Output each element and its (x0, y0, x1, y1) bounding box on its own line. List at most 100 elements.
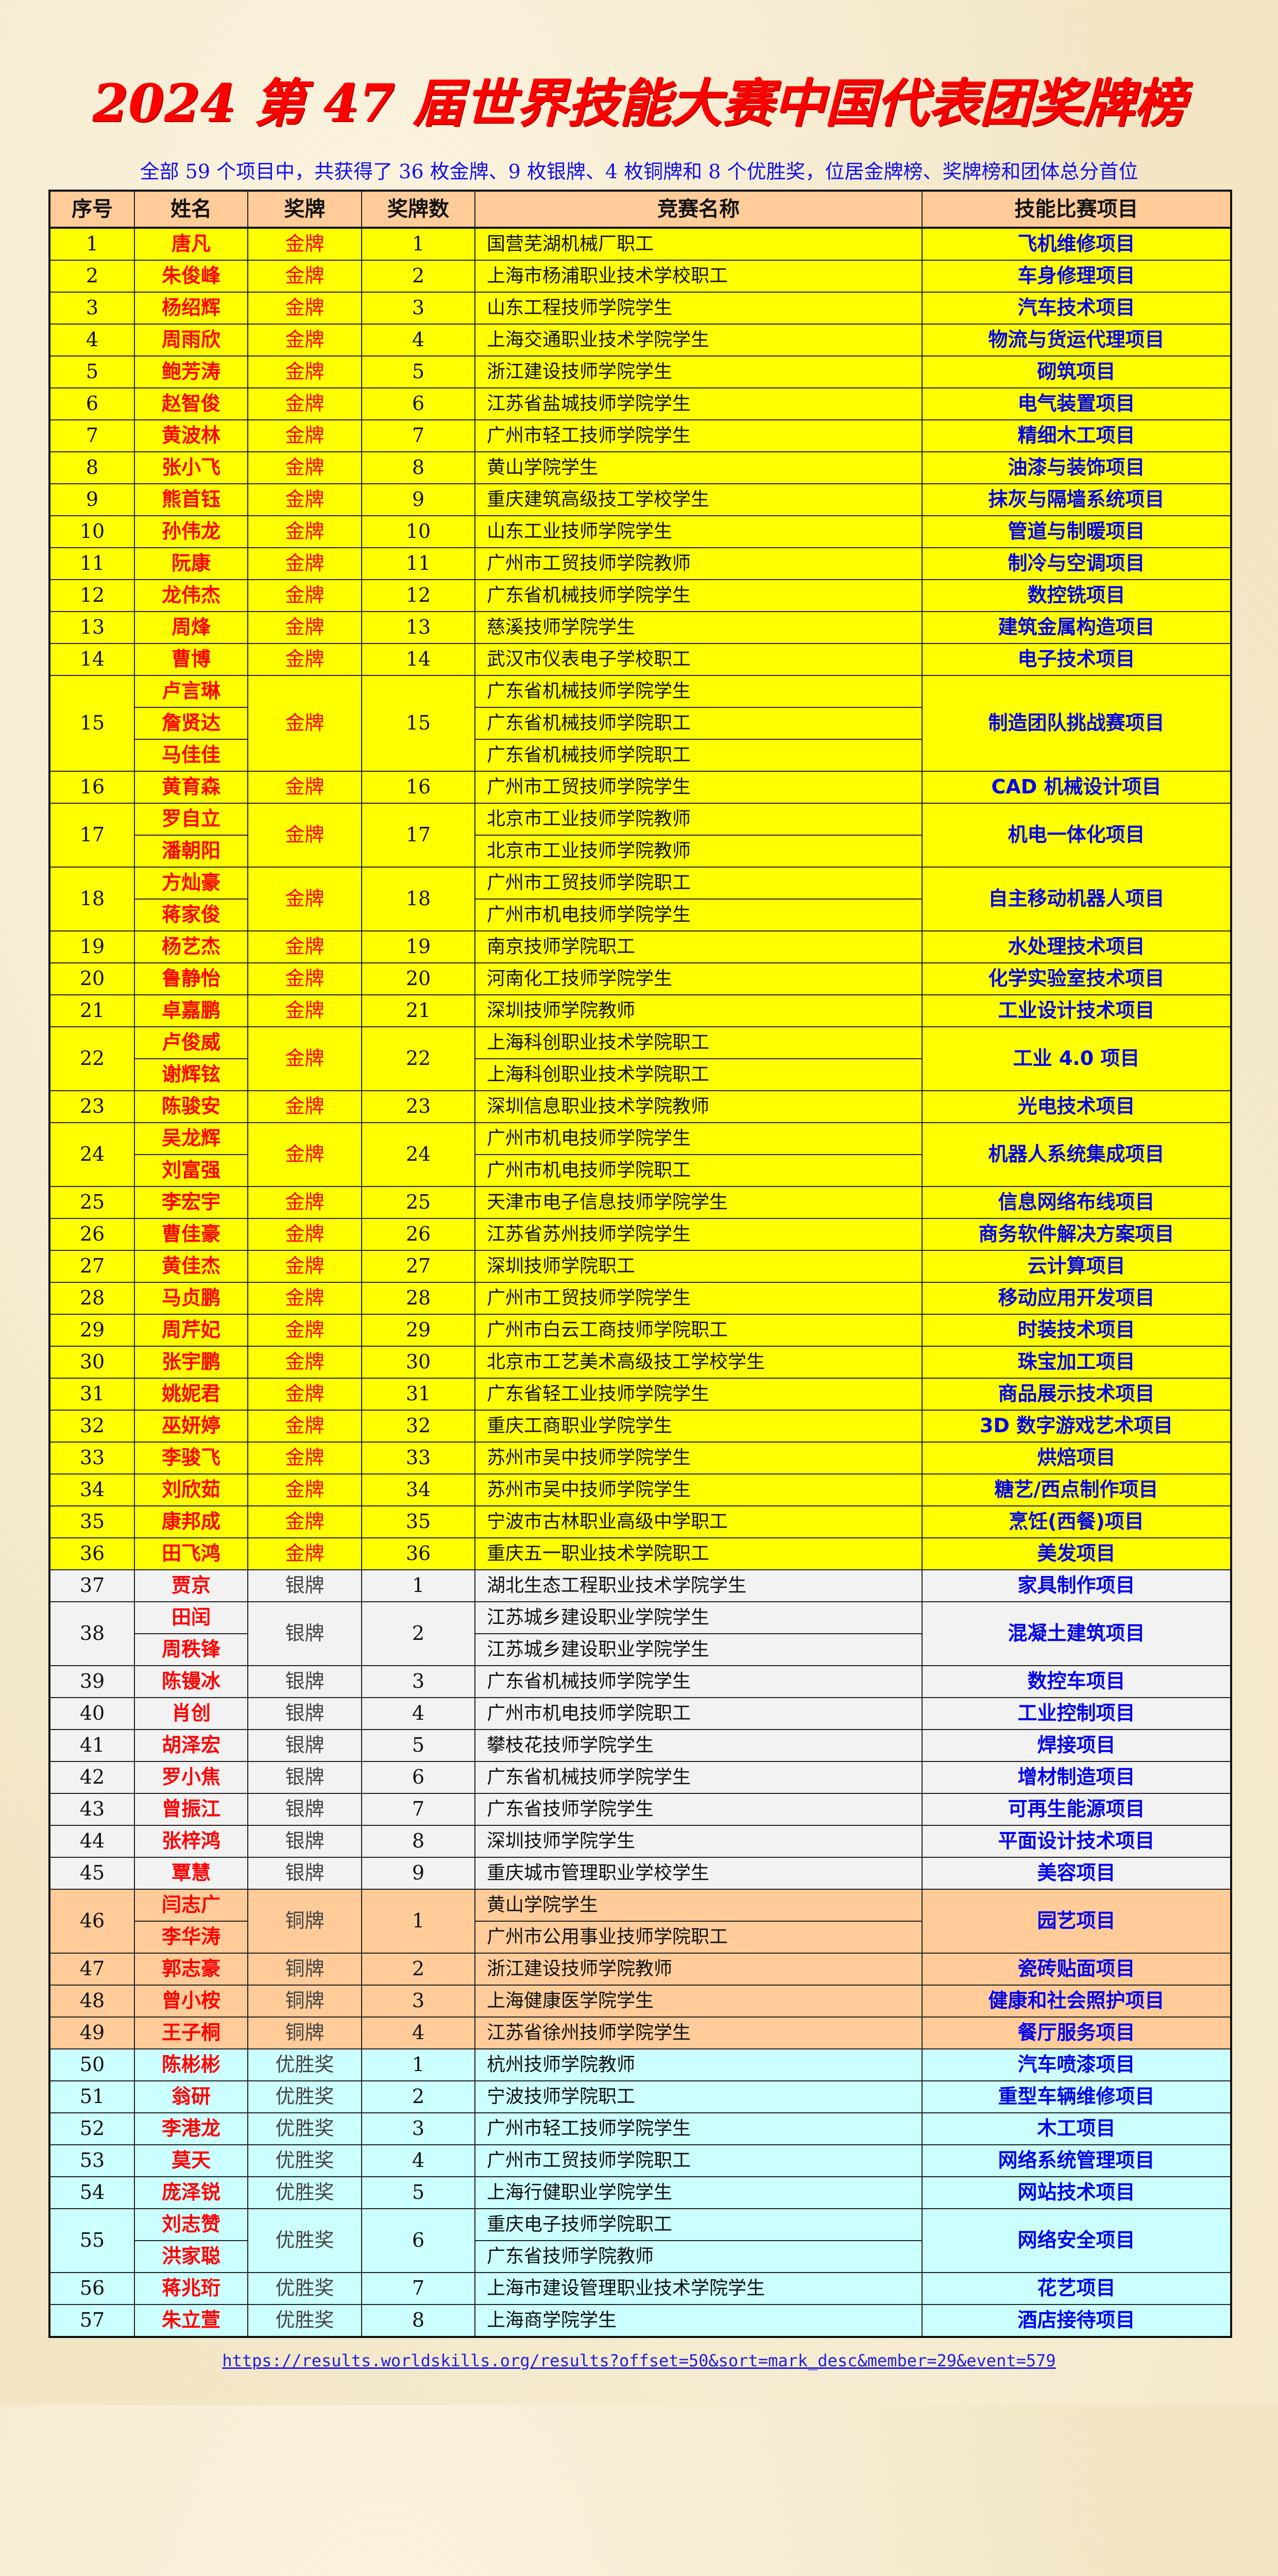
table-row: 4 周雨欣 金牌 4 上海交通职业技术学院学生 物流与货运代理项目 (49, 324, 1232, 357)
medal-count-cell: 7 (361, 1793, 475, 1826)
skill-project-cell: 商品展示技术项目 (922, 1378, 1232, 1411)
school-cell: 江苏省苏州技师学院学生 (474, 1218, 923, 1251)
skill-project-cell: 油漆与装饰项目 (922, 451, 1232, 484)
source-link[interactable]: https://results.worldskills.org/results?… (222, 2351, 1056, 2370)
table-row: 12 龙伟杰 金牌 12 广东省机械技师学院学生 数控铣项目 (49, 579, 1232, 612)
seq-cell: 7 (49, 419, 135, 452)
table-row-continuation: 潘朝阳 北京市工业技师学院教师 (49, 835, 1231, 868)
table-row: 46 闫志广 铜牌 1 黄山学院学生 园艺项目 (49, 1889, 1232, 1954)
column-header-medal: 奖牌 (247, 190, 362, 229)
seq-cell: 20 (49, 962, 135, 995)
skill-project-cell: 电气装置项目 (922, 387, 1232, 420)
school-cell: 广州市公用事业技师学院职工 (474, 1921, 923, 1954)
medal-cell: 金牌 (247, 547, 362, 580)
medal-cell: 金牌 (247, 227, 362, 261)
table-row: 23 陈骏安 金牌 23 深圳信息职业技术学院教师 光电技术项目 (49, 1090, 1232, 1123)
seq-cell: 24 (49, 1122, 135, 1187)
table-row: 15 卢言琳 金牌 15 广东省机械技师学院学生 制造团队挑战赛项目 (49, 675, 1232, 772)
name-cell: 熊首钰 (134, 483, 248, 516)
name-cell: 陈彬彬 (134, 2048, 248, 2081)
table-row: 3 杨绍辉 金牌 3 山东工程技师学院学生 汽车技术项目 (49, 292, 1232, 325)
school-cell: 黄山学院学生 (474, 451, 923, 484)
table-row-continuation: 马佳佳 广东省机械技师学院职工 (49, 739, 1231, 772)
name-cell: 罗小焦 (134, 1761, 248, 1794)
name-cell: 卢言琳 (134, 675, 248, 708)
school-cell: 苏州市吴中技师学院学生 (474, 1473, 923, 1506)
school-cell: 深圳技师学院职工 (474, 1250, 923, 1283)
school-cell: 深圳信息职业技术学院教师 (474, 1090, 923, 1123)
name-cell: 张宇鹏 (134, 1346, 248, 1379)
table-row-continuation: 李华涛 广州市公用事业技师学院职工 (49, 1921, 1231, 1954)
medal-cell: 金牌 (247, 771, 362, 804)
table-row: 2 朱俊峰 金牌 2 上海市杨浦职业技术学校职工 车身修理项目 (49, 260, 1232, 293)
medal-cell: 银牌 (247, 1697, 362, 1730)
seq-cell: 32 (49, 1410, 135, 1443)
medal-cell: 金牌 (247, 867, 362, 931)
school-cell: 广州市机电技师学院职工 (474, 1154, 923, 1187)
school-cell: 湖北生态工程职业技术学院学生 (474, 1569, 923, 1602)
medal-count-cell: 3 (361, 1665, 475, 1698)
name-cell: 莫天 (134, 2144, 248, 2177)
medal-cell: 铜牌 (247, 1889, 362, 1954)
name-cell: 胡泽宏 (134, 1729, 248, 1762)
medal-count-cell: 32 (361, 1410, 475, 1443)
medal-cell: 金牌 (247, 260, 362, 293)
seq-cell: 11 (49, 547, 135, 580)
medal-cell: 金牌 (247, 387, 362, 420)
medal-count-cell: 1 (361, 227, 475, 261)
school-cell: 广东省轻工业技师学院学生 (474, 1378, 923, 1411)
medal-cell: 金牌 (247, 1442, 362, 1475)
school-cell: 山东工程技师学院学生 (474, 292, 923, 325)
skill-project-cell: 园艺项目 (922, 1889, 1232, 1954)
school-cell: 上海科创职业技术学院职工 (474, 1026, 923, 1059)
medal-count-cell: 3 (361, 1985, 475, 2018)
table-row-continuation: 谢辉铉 上海科创职业技术学院职工 (49, 1058, 1231, 1091)
name-cell: 王子桐 (134, 2016, 248, 2049)
skill-project-cell: 建筑金属构造项目 (922, 611, 1232, 644)
medal-count-cell: 6 (361, 1761, 475, 1794)
medal-cell: 金牌 (247, 355, 362, 388)
medal-cell: 金牌 (247, 1314, 362, 1347)
school-cell: 重庆电子技师学院职工 (474, 2208, 923, 2241)
school-cell: 宁波市古林职业高级中学职工 (474, 1505, 923, 1538)
medal-cell: 金牌 (247, 515, 362, 548)
name-cell: 李宏宇 (134, 1186, 248, 1219)
medal-count-cell: 1 (361, 1569, 475, 1602)
table-row-continuation: 蒋家俊 广州市机电技师学院学生 (49, 899, 1231, 931)
name-cell: 蒋家俊 (134, 899, 248, 931)
medal-cell: 金牌 (247, 994, 362, 1027)
name-cell: 陈镘冰 (134, 1665, 248, 1698)
table-row: 34 刘欣茹 金牌 34 苏州市吴中技师学院学生 糖艺/西点制作项目 (49, 1473, 1232, 1506)
table-row: 13 周烽 金牌 13 慈溪技师学院学生 建筑金属构造项目 (49, 611, 1232, 644)
school-cell: 广州市机电技师学院学生 (474, 899, 923, 931)
skill-project-cell: 烹饪(西餐)项目 (922, 1505, 1232, 1538)
table-row: 43 曾振江 银牌 7 广东省技师学院学生 可再生能源项目 (49, 1793, 1232, 1826)
name-cell: 覃慧 (134, 1857, 248, 1890)
school-cell: 江苏城乡建设职业学院学生 (474, 1601, 923, 1634)
medal-cell: 金牌 (247, 1505, 362, 1538)
table-row-continuation: 洪家聪 广东省技师学院教师 (49, 2240, 1231, 2273)
seq-cell: 56 (49, 2272, 135, 2305)
name-cell: 詹贤达 (134, 707, 248, 740)
medal-count-cell: 1 (361, 1889, 475, 1954)
skill-project-cell: 健康和社会照护项目 (922, 1985, 1232, 2018)
name-cell: 庞泽锐 (134, 2176, 248, 2209)
name-cell: 郭志豪 (134, 1953, 248, 1986)
medal-cell: 铜牌 (247, 1953, 362, 1986)
page-title: 2024 第 47 届世界技能大赛中国代表团奖牌榜 (92, 73, 1186, 133)
skill-project-cell: 3D 数字游戏艺术项目 (922, 1410, 1232, 1443)
medal-cell: 金牌 (247, 1410, 362, 1443)
name-cell: 翁研 (134, 2080, 248, 2113)
skill-project-cell: 美发项目 (922, 1537, 1232, 1570)
table-row: 54 庞泽锐 优胜奖 5 上海行健职业学院学生 网站技术项目 (49, 2176, 1232, 2209)
school-cell: 江苏省徐州技师学院学生 (474, 2016, 923, 2049)
table-row: 42 罗小焦 银牌 6 广东省机械技师学院学生 增材制造项目 (49, 1761, 1232, 1794)
seq-cell: 15 (49, 675, 135, 772)
table-row: 31 姚妮君 金牌 31 广东省轻工业技师学院学生 商品展示技术项目 (49, 1378, 1232, 1411)
skill-project-cell: 瓷砖贴面项目 (922, 1953, 1232, 1986)
school-cell: 广州市白云工商技师学院职工 (474, 1314, 923, 1347)
seq-cell: 13 (49, 611, 135, 644)
table-row: 51 翁研 优胜奖 2 宁波技师学院职工 重型车辆维修项目 (49, 2080, 1232, 2113)
school-cell: 国营芜湖机械厂职工 (474, 227, 923, 261)
table-row: 7 黄波林 金牌 7 广州市轻工技师学院学生 精细木工项目 (49, 419, 1232, 452)
